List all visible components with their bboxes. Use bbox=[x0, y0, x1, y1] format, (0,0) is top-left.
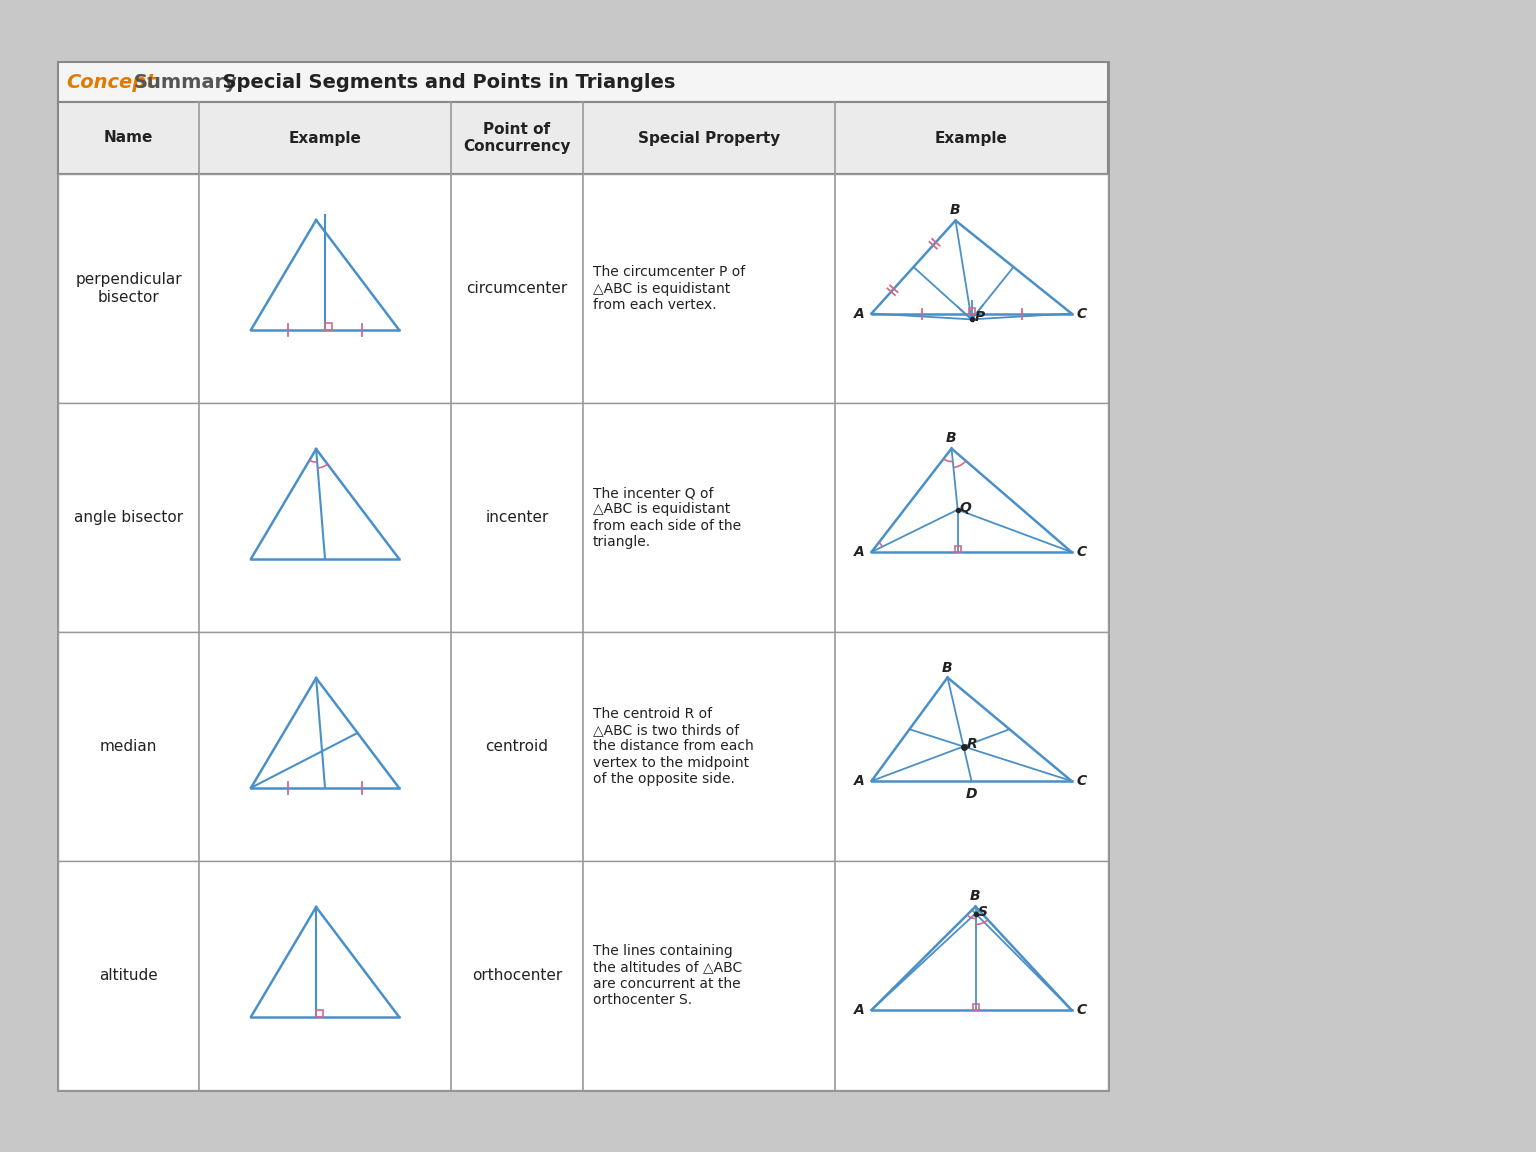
Text: A: A bbox=[854, 545, 865, 559]
Text: C: C bbox=[1077, 774, 1086, 788]
Bar bbox=[955, 546, 960, 552]
Text: R: R bbox=[968, 736, 978, 750]
Text: B: B bbox=[951, 204, 962, 218]
Bar bbox=[58, 174, 1107, 403]
Text: C: C bbox=[1077, 1003, 1086, 1017]
Text: B: B bbox=[942, 660, 952, 675]
Text: A: A bbox=[854, 306, 865, 320]
Text: altitude: altitude bbox=[100, 968, 158, 983]
Text: Summary: Summary bbox=[134, 73, 238, 91]
Text: angle bisector: angle bisector bbox=[74, 510, 183, 525]
Bar bbox=[326, 323, 332, 329]
Text: D: D bbox=[966, 787, 977, 801]
Text: median: median bbox=[100, 738, 157, 755]
Text: The circumcenter P of
△ABC is equidistant
from each vertex.: The circumcenter P of △ABC is equidistan… bbox=[593, 265, 745, 312]
Text: Special Segments and Points in Triangles: Special Segments and Points in Triangles bbox=[209, 73, 676, 91]
Text: incenter: incenter bbox=[485, 510, 548, 525]
Bar bbox=[58, 103, 1107, 174]
Bar bbox=[969, 308, 974, 313]
Text: A: A bbox=[854, 774, 865, 788]
Bar bbox=[58, 62, 1107, 1090]
Text: C: C bbox=[1077, 306, 1086, 320]
Text: The lines containing
the altitudes of △ABC
are concurrent at the
orthocenter S.: The lines containing the altitudes of △A… bbox=[593, 945, 742, 1007]
Text: centroid: centroid bbox=[485, 738, 548, 755]
Text: circumcenter: circumcenter bbox=[467, 281, 568, 296]
Text: Q: Q bbox=[960, 501, 972, 515]
Text: perpendicular
bisector: perpendicular bisector bbox=[75, 272, 181, 304]
Bar bbox=[972, 1005, 978, 1010]
Text: C: C bbox=[1077, 545, 1086, 559]
Bar bbox=[58, 632, 1107, 861]
Text: The incenter Q of
△ABC is equidistant
from each side of the
triangle.: The incenter Q of △ABC is equidistant fr… bbox=[593, 486, 742, 548]
Text: Special Property: Special Property bbox=[637, 130, 780, 145]
Text: B: B bbox=[971, 889, 982, 903]
Text: A: A bbox=[854, 1003, 865, 1017]
Text: P: P bbox=[974, 310, 985, 325]
Text: Point of
Concurrency: Point of Concurrency bbox=[464, 122, 571, 154]
Text: B: B bbox=[946, 432, 957, 446]
Text: Example: Example bbox=[935, 130, 1008, 145]
Bar bbox=[58, 861, 1107, 1090]
Bar bbox=[58, 403, 1107, 632]
Text: Name: Name bbox=[104, 130, 154, 145]
Text: Example: Example bbox=[289, 130, 361, 145]
Text: Concept: Concept bbox=[66, 73, 155, 91]
Text: The centroid R of
△ABC is two thirds of
the distance from each
vertex to the mid: The centroid R of △ABC is two thirds of … bbox=[593, 707, 754, 786]
Bar bbox=[58, 62, 1107, 103]
Text: orthocenter: orthocenter bbox=[472, 968, 562, 983]
Text: S: S bbox=[977, 904, 988, 918]
Bar bbox=[316, 1010, 323, 1017]
